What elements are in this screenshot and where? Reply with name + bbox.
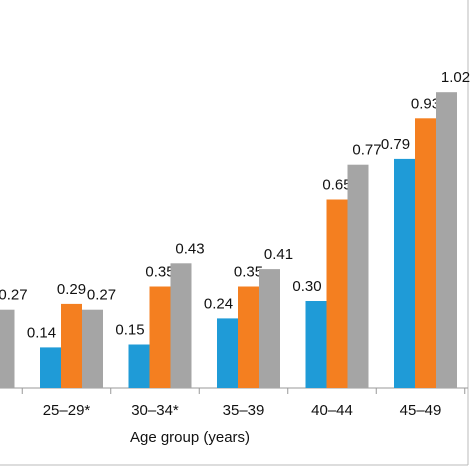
bar xyxy=(170,263,192,388)
bar xyxy=(436,92,457,388)
x-tick-label: 35–39 xyxy=(223,402,265,419)
value-label: 0.29 xyxy=(57,281,86,298)
bar xyxy=(82,309,103,388)
value-label: 0.27 xyxy=(87,287,116,304)
x-tick-label: 30–34* xyxy=(131,402,179,419)
value-label: 0.30 xyxy=(292,278,321,295)
bar xyxy=(305,301,327,388)
value-label: 0.27 xyxy=(0,287,28,304)
bar xyxy=(0,309,15,388)
value-label: 0.93 xyxy=(411,95,440,112)
bar xyxy=(128,344,150,388)
value-label: 0.41 xyxy=(264,246,293,263)
bar xyxy=(347,164,369,388)
value-label: 0.35 xyxy=(234,263,263,280)
bar xyxy=(259,269,280,388)
value-label: 0.43 xyxy=(175,240,204,257)
bar xyxy=(238,286,259,388)
bar xyxy=(40,347,61,388)
value-label: 0.65 xyxy=(322,176,351,193)
bar xyxy=(149,286,171,388)
bar xyxy=(326,199,348,388)
x-axis-label: Age group (years) xyxy=(130,429,250,446)
bar xyxy=(61,303,82,388)
bar xyxy=(217,318,238,388)
value-label: 0.14 xyxy=(27,324,56,341)
value-label: 0.24 xyxy=(204,295,233,312)
value-label: 0.15 xyxy=(115,321,144,338)
value-label: 0.35 xyxy=(145,263,174,280)
bar xyxy=(394,158,415,388)
x-tick-label: 45–49 xyxy=(400,402,442,419)
bar xyxy=(415,118,436,389)
x-tick-label: 40–44 xyxy=(311,402,353,419)
value-label: 0.77 xyxy=(352,142,381,159)
value-label: 0.79 xyxy=(381,136,410,153)
value-label: 1.02 xyxy=(441,69,470,86)
x-tick-label: 25–29* xyxy=(43,402,91,419)
